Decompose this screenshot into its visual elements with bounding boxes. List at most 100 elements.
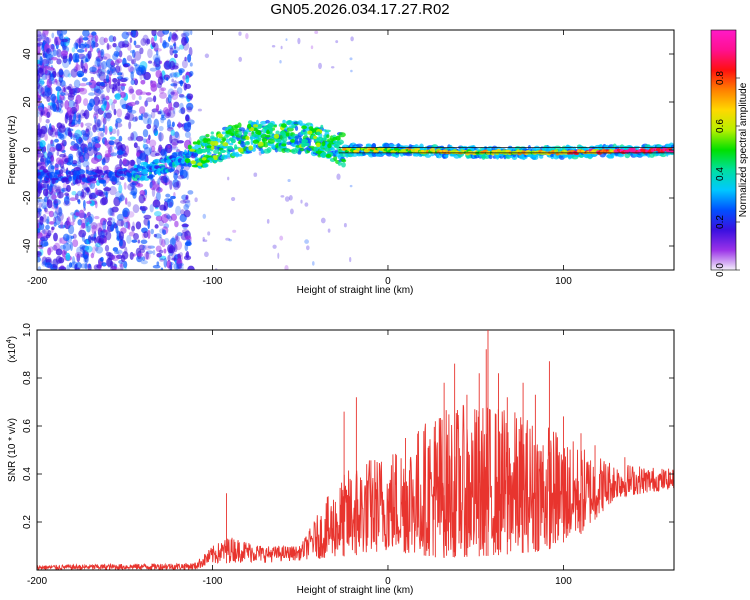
- spectrogram-cell: [230, 138, 236, 144]
- spectrogram-cell: [148, 134, 151, 141]
- spectrogram-cell: [104, 125, 108, 135]
- spectrogram-cell: [177, 121, 181, 129]
- spectrogram-cell: [279, 59, 282, 64]
- spectrogram-cell: [98, 239, 104, 246]
- spectrogram-cell: [266, 129, 270, 135]
- spectrogram-cell: [100, 51, 104, 56]
- spectrogram-cell: [217, 133, 223, 138]
- spectrogram-cell: [141, 256, 146, 261]
- spectrogram-cell: [62, 242, 71, 252]
- spectrogram-cell: [222, 142, 229, 147]
- spectrogram-cell: [175, 254, 184, 262]
- spectrogram-cell: [52, 265, 59, 270]
- spectrogram-cell: [630, 147, 636, 152]
- spectrogram-cell: [118, 89, 122, 94]
- spectrogram-cell: [70, 235, 75, 239]
- spectrogram-cell: [149, 181, 153, 189]
- spectrogram-cell: [87, 141, 93, 152]
- spectrogram-cell: [68, 155, 74, 165]
- spectrogram-cell: [69, 241, 73, 251]
- spectrogram-cell: [158, 125, 164, 132]
- spectrogram-cell: [102, 156, 106, 163]
- spectrogram-cell: [38, 115, 42, 123]
- colorbar-tick-label: 0.8: [715, 71, 726, 85]
- spectrogram-cell: [99, 68, 107, 74]
- spectrogram-cell: [77, 219, 83, 226]
- spectrogram-cell: [60, 50, 69, 57]
- spectrogram-cell: [338, 132, 346, 138]
- spectrogram-cell: [174, 240, 183, 251]
- spectrogram-cell: [237, 122, 242, 129]
- spectrogram-cell: [172, 104, 176, 115]
- spectrogram-cell: [56, 90, 60, 101]
- spectrogram-cell: [45, 218, 50, 224]
- spectrogram-cell: [96, 88, 104, 94]
- spectrogram-cell: [155, 49, 159, 56]
- spectrogram-cell: [136, 151, 140, 158]
- spectrogram-cell: [356, 143, 363, 148]
- spectrogram-cell: [170, 195, 176, 200]
- spectrogram-cell: [350, 69, 353, 73]
- spectrogram-cell: [80, 129, 86, 136]
- spectrogram-cell: [187, 53, 192, 63]
- spectrogram-cell: [287, 120, 292, 125]
- spectrogram-cell: [39, 140, 46, 148]
- spectrogram-cell: [145, 251, 149, 260]
- spectrogram-cell: [115, 117, 122, 124]
- spectrogram-cell: [98, 169, 104, 176]
- spectrogram-cell: [156, 261, 160, 266]
- spectrogram-cell: [78, 209, 85, 219]
- spectrogram-cell: [42, 49, 45, 56]
- spectrogram-cell: [75, 43, 79, 49]
- spectrogram-cell: [61, 38, 68, 43]
- spectrogram-cell: [93, 122, 101, 131]
- spectrogram-cell: [131, 93, 136, 101]
- spectrogram-cell: [161, 238, 166, 248]
- spectrogram-cell: [164, 61, 169, 69]
- spectrogram-cell: [324, 147, 331, 152]
- spectrogram-y-tick-label: 0: [22, 147, 33, 153]
- spectrogram-cell: [111, 206, 119, 213]
- spectrogram-cell: [123, 260, 128, 269]
- spectrogram-cell: [179, 44, 185, 50]
- spectrogram-cell: [667, 147, 673, 150]
- spectrogram-cell: [45, 47, 51, 54]
- spectrogram-cell: [64, 84, 67, 93]
- spectrogram-cell: [153, 211, 162, 217]
- spectrogram-cell: [60, 100, 64, 108]
- spectrogram-cell: [134, 44, 141, 49]
- spectrogram-cell: [201, 157, 207, 161]
- spectrogram-cell: [108, 98, 113, 106]
- spectrogram-cell: [81, 77, 88, 82]
- spectrogram-cell: [66, 184, 71, 193]
- spectrogram-cell: [170, 138, 179, 146]
- spectrogram-cell: [178, 93, 185, 98]
- spectrogram-cell: [103, 187, 112, 192]
- spectrogram-cell: [153, 233, 158, 238]
- spectrogram-cell: [95, 245, 104, 254]
- spectrogram-cell: [83, 109, 90, 120]
- spectrogram-cell: [117, 72, 123, 76]
- spectrogram-cell: [105, 112, 112, 119]
- spectrogram-cell: [158, 146, 162, 152]
- spectrogram-cell: [97, 64, 102, 71]
- spectrogram-cell: [157, 132, 164, 142]
- spectrogram-cell: [139, 47, 144, 55]
- spectrogram-cell: [80, 122, 84, 128]
- spectrogram-cell: [77, 87, 85, 92]
- spectrogram-cell: [101, 56, 108, 60]
- spectrogram-cell: [44, 207, 48, 213]
- spectrogram-cell: [154, 130, 159, 136]
- spectrogram-cell: [176, 258, 183, 268]
- spectrogram-cell: [175, 263, 184, 270]
- spectrogram-cell: [191, 164, 199, 168]
- spectrogram-cell: [251, 133, 258, 138]
- spectrogram-cell: [78, 229, 87, 238]
- spectrogram-cell: [202, 239, 208, 243]
- spectrogram-cell: [77, 48, 85, 53]
- spectrogram-cell: [68, 176, 73, 182]
- spectrogram-cell: [97, 68, 105, 77]
- spectrogram-cell: [182, 75, 186, 83]
- spectrogram-cell: [197, 108, 202, 112]
- spectrogram-cell: [76, 190, 83, 197]
